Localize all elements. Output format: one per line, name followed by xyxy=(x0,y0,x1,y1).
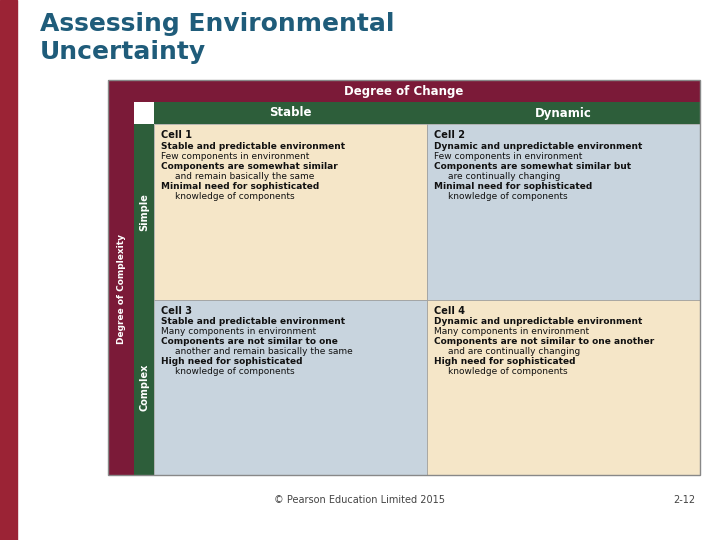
Text: Degree of Change: Degree of Change xyxy=(344,84,464,98)
Text: Simple: Simple xyxy=(139,193,149,231)
Text: and remain basically the same: and remain basically the same xyxy=(175,172,315,181)
Text: and are continually changing: and are continually changing xyxy=(448,348,580,356)
Text: knowledge of components: knowledge of components xyxy=(175,368,294,376)
Bar xyxy=(427,300,700,475)
Text: Dynamic: Dynamic xyxy=(535,106,592,119)
Text: Uncertainty: Uncertainty xyxy=(40,40,206,64)
Text: Components are somewhat similar: Components are somewhat similar xyxy=(161,162,338,171)
Bar xyxy=(0,0,17,540)
Text: Minimal need for sophisticated: Minimal need for sophisticated xyxy=(434,182,593,191)
Text: High need for sophisticated: High need for sophisticated xyxy=(161,357,302,367)
Text: Cell 4: Cell 4 xyxy=(434,306,465,315)
Text: Many components in environment: Many components in environment xyxy=(434,327,589,336)
Text: Few components in environment: Few components in environment xyxy=(434,152,582,161)
Text: knowledge of components: knowledge of components xyxy=(448,368,567,376)
Bar xyxy=(154,124,427,300)
Text: Few components in environment: Few components in environment xyxy=(161,152,310,161)
Bar xyxy=(134,124,154,300)
Text: knowledge of components: knowledge of components xyxy=(175,192,294,201)
Bar xyxy=(154,300,427,475)
Text: Dynamic and unpredictable environment: Dynamic and unpredictable environment xyxy=(434,142,642,151)
Text: 2-12: 2-12 xyxy=(673,495,695,505)
Text: Degree of Complexity: Degree of Complexity xyxy=(117,233,125,343)
Text: Cell 1: Cell 1 xyxy=(161,130,192,140)
Text: Dynamic and unpredictable environment: Dynamic and unpredictable environment xyxy=(434,318,642,327)
Text: Components are not similar to one another: Components are not similar to one anothe… xyxy=(434,338,654,347)
Text: Components are not similar to one: Components are not similar to one xyxy=(161,338,338,347)
Text: are continually changing: are continually changing xyxy=(448,172,560,181)
Text: Minimal need for sophisticated: Minimal need for sophisticated xyxy=(161,182,319,191)
Bar xyxy=(108,80,700,475)
Text: Stable and predictable environment: Stable and predictable environment xyxy=(161,142,345,151)
Text: Many components in environment: Many components in environment xyxy=(161,327,316,336)
Bar xyxy=(154,102,700,124)
Text: Cell 2: Cell 2 xyxy=(434,130,465,140)
Bar xyxy=(108,80,700,102)
Text: Components are somewhat similar but: Components are somewhat similar but xyxy=(434,162,631,171)
Text: Cell 3: Cell 3 xyxy=(161,306,192,315)
Bar xyxy=(427,124,700,300)
Bar xyxy=(134,300,154,475)
Text: Stable: Stable xyxy=(269,106,312,119)
Text: High need for sophisticated: High need for sophisticated xyxy=(434,357,575,367)
Text: knowledge of components: knowledge of components xyxy=(448,192,567,201)
Text: © Pearson Education Limited 2015: © Pearson Education Limited 2015 xyxy=(274,495,446,505)
Text: another and remain basically the same: another and remain basically the same xyxy=(175,348,353,356)
Text: Stable and predictable environment: Stable and predictable environment xyxy=(161,318,345,327)
Text: Complex: Complex xyxy=(139,363,149,411)
Bar xyxy=(108,102,134,475)
Text: Assessing Environmental: Assessing Environmental xyxy=(40,12,395,36)
